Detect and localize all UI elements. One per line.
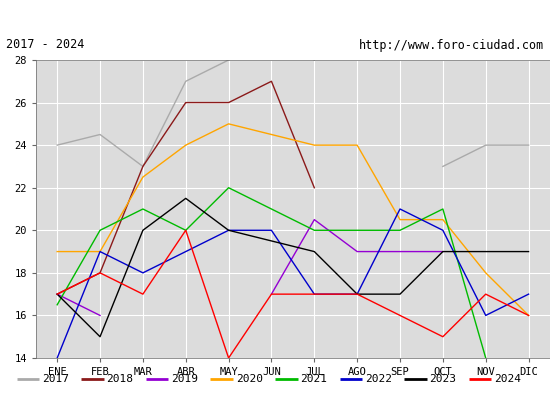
Text: 2023: 2023 xyxy=(430,374,456,384)
Text: 2020: 2020 xyxy=(236,374,263,384)
Text: Evolucion del paro registrado en Tarazona de Guareña: Evolucion del paro registrado en Tarazon… xyxy=(76,8,474,22)
Text: 2017 - 2024: 2017 - 2024 xyxy=(6,38,84,52)
Text: 2024: 2024 xyxy=(494,374,521,384)
Text: 2021: 2021 xyxy=(300,374,327,384)
Text: 2018: 2018 xyxy=(107,374,134,384)
Text: http://www.foro-ciudad.com: http://www.foro-ciudad.com xyxy=(359,38,544,52)
Text: 2019: 2019 xyxy=(171,374,198,384)
Text: 2022: 2022 xyxy=(365,374,392,384)
Text: 2017: 2017 xyxy=(42,374,69,384)
